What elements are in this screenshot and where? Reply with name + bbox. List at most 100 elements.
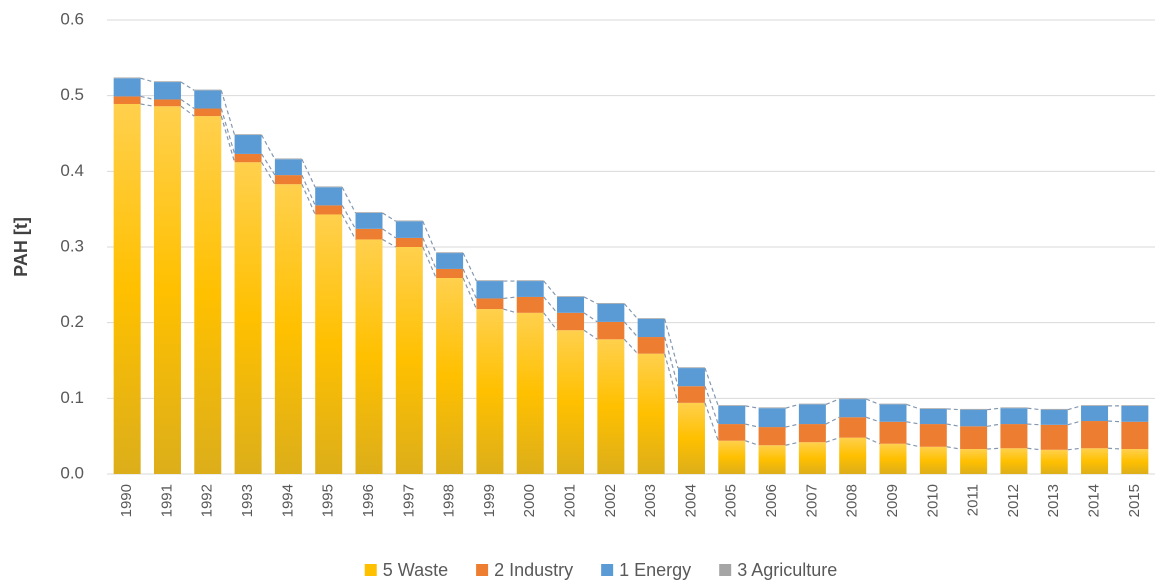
bar-segment <box>1081 421 1109 449</box>
series-connector <box>946 408 961 411</box>
bar-segment <box>395 221 423 238</box>
series-connector <box>301 174 316 206</box>
bar-segment <box>1121 405 1149 406</box>
series-connector <box>1027 407 1041 411</box>
bar-segment <box>436 268 464 279</box>
bar-segment <box>113 103 141 475</box>
bar-segment <box>879 404 907 422</box>
series-connector <box>704 402 719 441</box>
bar-segment <box>1040 424 1068 450</box>
bar-segment <box>234 162 262 474</box>
series-connector <box>785 441 800 446</box>
bar-segment <box>1040 408 1068 410</box>
bar-segment <box>919 424 947 447</box>
bar-segment <box>1040 449 1068 474</box>
bar-segment <box>557 330 585 474</box>
series-connector <box>220 90 236 136</box>
series-connector <box>1108 420 1122 423</box>
x-tick-label: 2005 <box>723 484 740 517</box>
bar-segment <box>677 368 705 387</box>
bar-segment <box>839 417 867 438</box>
bar-segment <box>1121 449 1149 474</box>
series-connector <box>906 421 920 425</box>
series-connector <box>503 308 517 314</box>
bar-segment <box>718 424 746 441</box>
series-connector <box>180 98 195 110</box>
bar-segment <box>960 409 988 427</box>
series-connector <box>220 108 236 155</box>
bar-segment <box>597 321 625 340</box>
series-connector <box>462 252 477 282</box>
bar-segment <box>516 281 544 297</box>
x-tick-label: 2015 <box>1126 484 1143 517</box>
bar-segment <box>677 386 705 403</box>
bar-segment <box>315 187 343 206</box>
legend-swatch <box>364 564 377 576</box>
bar-segment <box>234 134 262 136</box>
bar-segment <box>194 116 222 474</box>
bar-segment <box>113 78 141 97</box>
bar-segment <box>919 408 947 409</box>
series-connector <box>1067 447 1082 451</box>
bar-segment <box>879 443 907 474</box>
x-tick-label: 2007 <box>803 484 820 517</box>
series-connector <box>341 205 357 230</box>
series-connector <box>946 446 961 450</box>
bar-segment <box>960 408 988 410</box>
series-connector <box>865 398 880 405</box>
x-tick-label: 1996 <box>360 484 377 517</box>
series-connector <box>301 183 316 215</box>
bar-segment <box>758 445 786 474</box>
x-tick-label: 1991 <box>158 484 175 517</box>
series-connector <box>906 403 921 410</box>
series-connector <box>987 407 1001 411</box>
bar-segment <box>637 318 665 338</box>
bar-segment <box>234 153 262 163</box>
series-connector <box>664 353 679 404</box>
bar-segment <box>637 318 665 319</box>
x-tick-label: 1997 <box>400 484 417 517</box>
bar-segment <box>557 296 585 297</box>
bar-segment <box>557 296 585 313</box>
bar-segment <box>355 212 383 213</box>
series-connector <box>341 214 357 240</box>
bar-segment <box>758 408 786 428</box>
bar-segment <box>395 247 423 474</box>
bar-segment <box>1081 448 1109 474</box>
series-connector <box>341 186 357 214</box>
bar-segment <box>476 280 504 282</box>
bar-segment <box>637 353 665 474</box>
x-tick-label: 2009 <box>884 484 901 517</box>
series-connector <box>583 312 598 323</box>
bar-segment <box>315 214 343 475</box>
bar-segment <box>436 278 464 474</box>
bar-segment <box>153 81 181 83</box>
x-tick-label: 1998 <box>441 484 458 517</box>
bar-segment <box>315 186 343 188</box>
bar-segment <box>597 302 625 304</box>
series-connector <box>987 423 1001 427</box>
legend-label: 1 Energy <box>619 560 691 580</box>
series-connector <box>543 280 558 298</box>
series-connector <box>422 221 437 254</box>
bar-segment <box>516 312 544 474</box>
bar-segment <box>153 99 181 107</box>
bar-segment <box>476 281 504 299</box>
bar-segment <box>718 405 746 406</box>
x-tick-label: 1994 <box>279 484 296 517</box>
series-connector <box>785 403 800 409</box>
series-connector <box>946 423 961 427</box>
x-tick-label: 2010 <box>924 484 941 517</box>
x-tick-label: 2000 <box>521 484 538 517</box>
series-connector <box>623 321 639 338</box>
legend-swatch <box>476 564 489 576</box>
y-tick-label: 0.2 <box>60 312 84 331</box>
bar-segment <box>476 298 504 310</box>
legend-swatch <box>601 564 614 576</box>
bar-segment <box>194 108 222 117</box>
bar-segment <box>839 399 867 418</box>
series-connector <box>220 115 236 163</box>
bar-segment <box>677 367 705 369</box>
bar-segment <box>395 237 423 247</box>
bar-segment <box>839 398 867 400</box>
